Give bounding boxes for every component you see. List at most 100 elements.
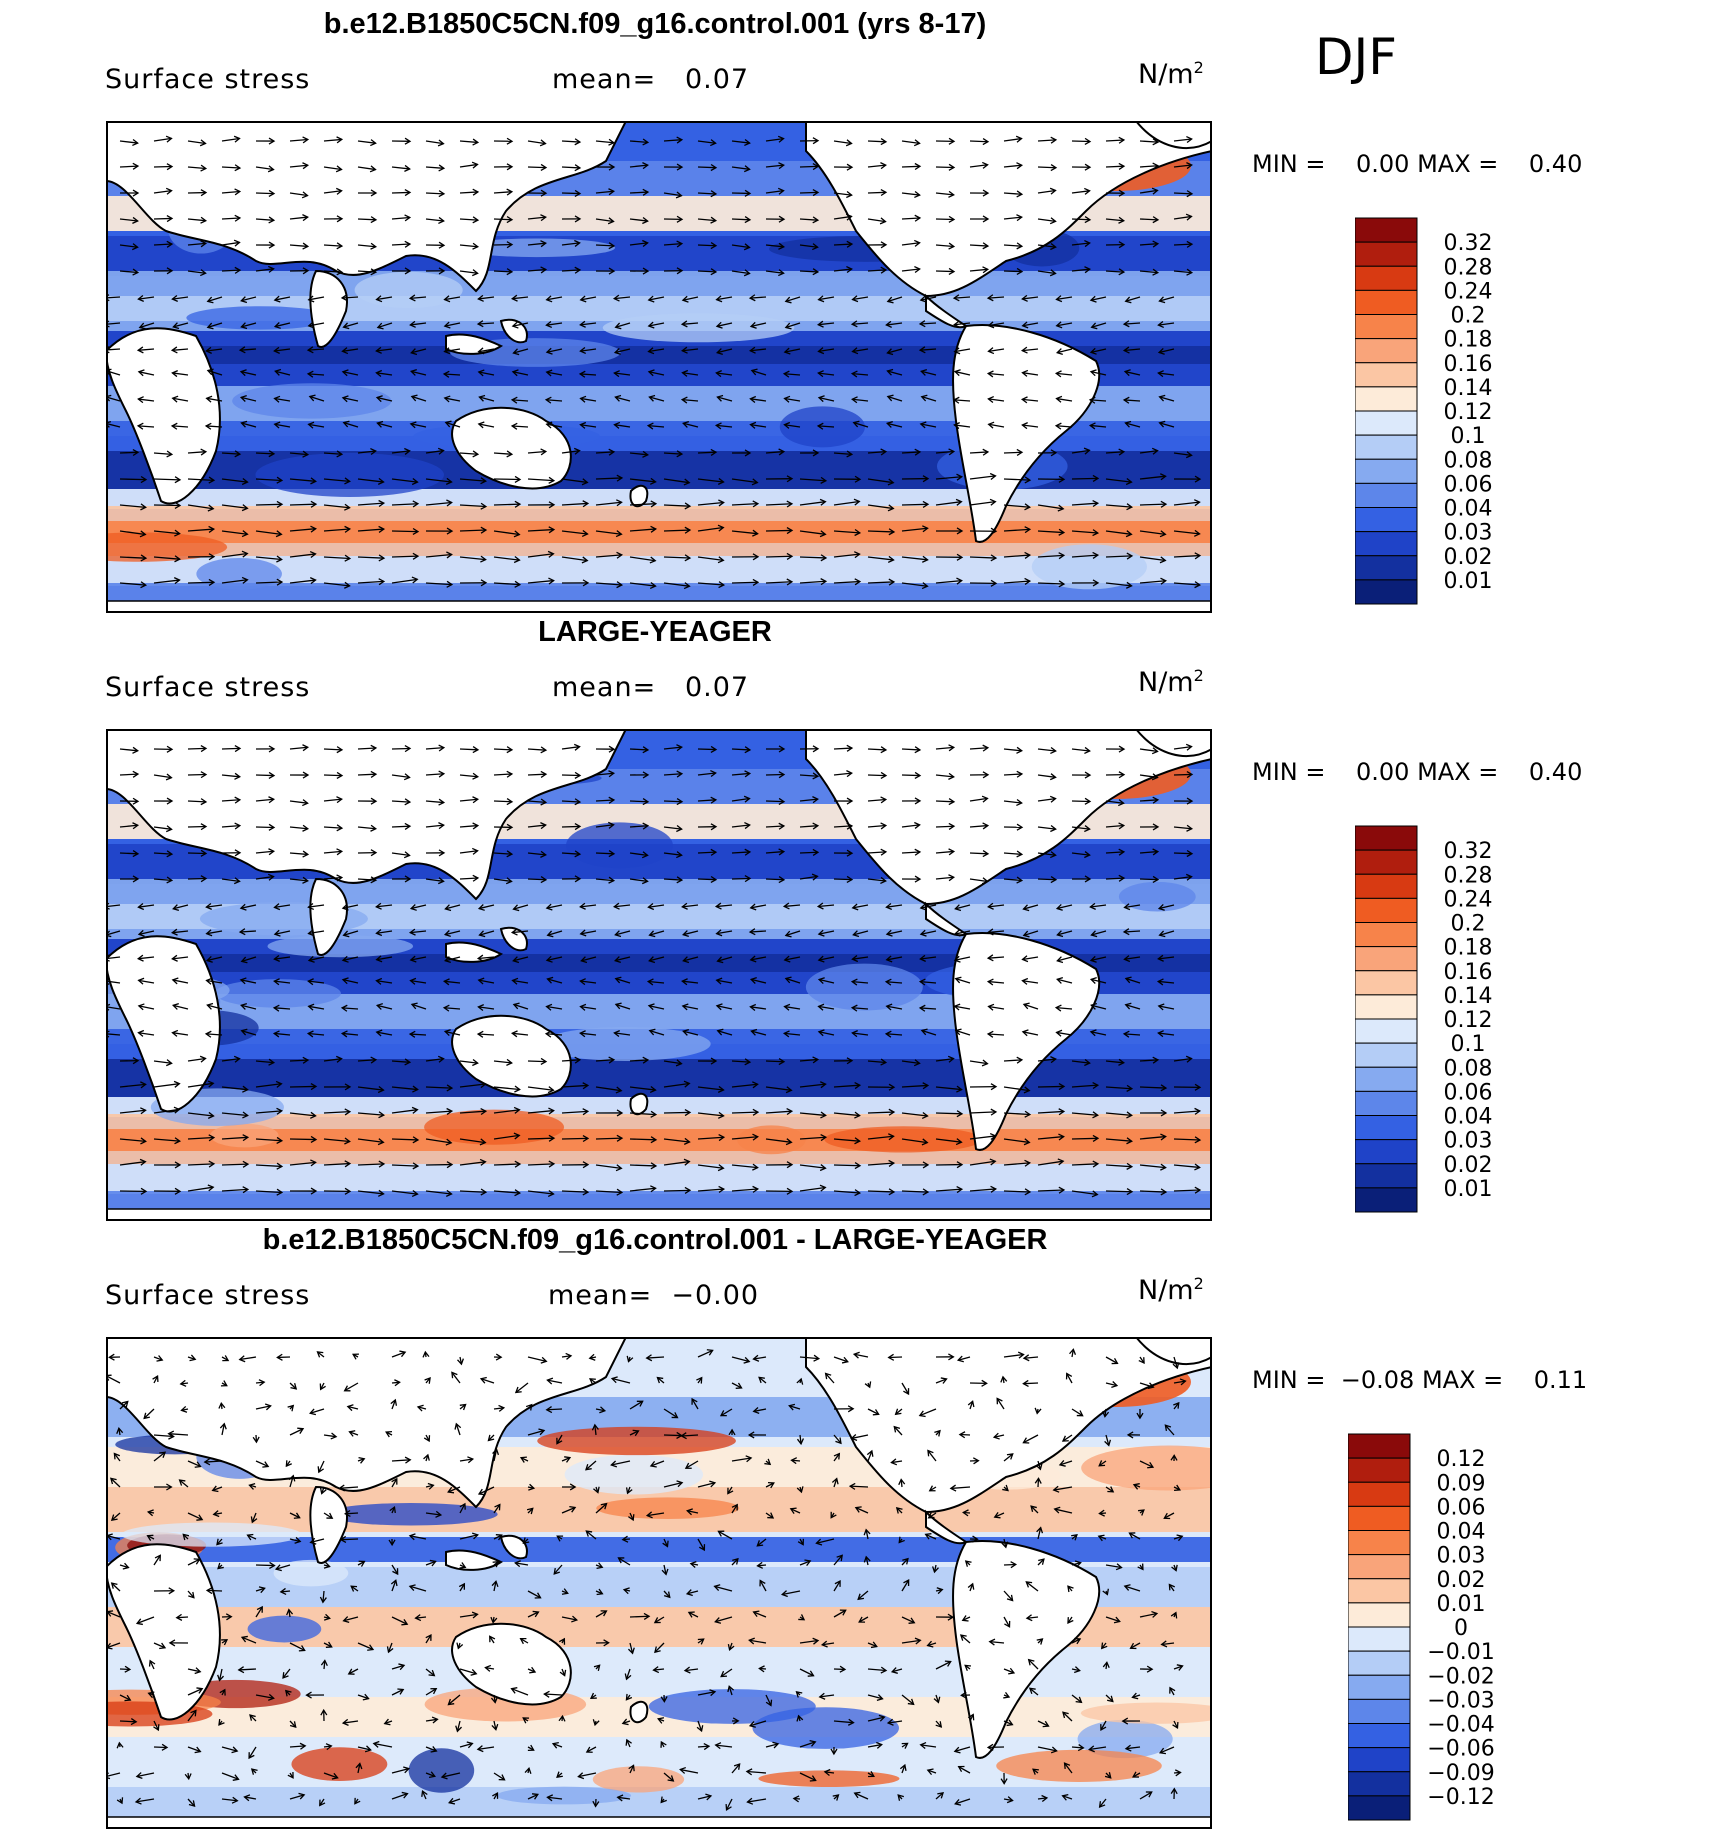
wind-vector <box>358 219 376 220</box>
panel-title: b.e12.B1850C5CN.f09_g16.control.001 (yrs… <box>0 8 1310 41</box>
colorbar-swatch <box>1355 483 1417 507</box>
colorbar-swatch <box>1355 218 1417 242</box>
max-value: 0.40 <box>1529 150 1582 178</box>
wind-vector <box>494 219 512 220</box>
wind-vector <box>630 749 648 750</box>
wind-vector <box>630 1139 656 1140</box>
colorbar-swatch <box>1348 1603 1410 1627</box>
wind-vector <box>188 801 206 802</box>
colorbar-label: 0.06 <box>1437 1495 1486 1520</box>
stress-patch <box>565 1455 704 1495</box>
land-mass <box>630 1702 647 1722</box>
stress-patch <box>291 1747 387 1781</box>
wind-vector <box>630 801 648 802</box>
wind-vector <box>392 748 410 749</box>
colorbar-swatch <box>1355 850 1417 874</box>
wind-vector <box>392 192 410 193</box>
colorbar-label: 0.09 <box>1437 1471 1486 1496</box>
wind-vector <box>392 826 410 827</box>
wind-vector <box>222 748 240 749</box>
colorbar-swatch <box>1348 1434 1410 1458</box>
wind-vector <box>1072 141 1090 142</box>
wind-vector <box>528 879 546 880</box>
wind-vector <box>800 166 818 167</box>
mean-value: −0.00 <box>671 1280 759 1311</box>
colorbar-label: −0.09 <box>1427 1761 1494 1786</box>
colorbar-swatch <box>1348 1796 1410 1820</box>
wind-vector <box>392 531 418 532</box>
colorbar-swatch <box>1348 1651 1410 1675</box>
colorbar-label: −0.02 <box>1427 1664 1494 1689</box>
wind-vector <box>1140 219 1158 220</box>
colorbar-swatch <box>1355 387 1417 411</box>
wind-vector <box>256 504 282 505</box>
panel-large-yeager: LARGE-YEAGER Surface stress mean= 0.07 N… <box>0 616 1710 1224</box>
colorbar-label: 0.14 <box>1444 984 1493 1009</box>
stress-patch <box>255 453 444 497</box>
wind-vector <box>256 193 274 194</box>
wind-vector <box>1023 1383 1038 1384</box>
colorbar-label: −0.12 <box>1427 1785 1494 1810</box>
wind-vector <box>188 774 206 775</box>
colorbar-swatch <box>1348 1699 1410 1723</box>
colorbar-label: 0.02 <box>1444 1153 1493 1178</box>
wind-vector <box>154 479 180 480</box>
max-label: MAX = <box>1422 1366 1503 1394</box>
variable-label: Surface stress <box>105 64 310 95</box>
wind-vector <box>800 192 818 193</box>
colorbar-label: 0.04 <box>1444 1105 1493 1130</box>
wind-vector <box>596 245 614 246</box>
wind-vector <box>120 853 138 854</box>
wind-vector <box>800 852 818 853</box>
wind-vector <box>698 245 716 246</box>
mean-readout: mean= 0.07 <box>552 64 749 95</box>
colorbar-swatch <box>1355 508 1417 532</box>
wind-vector <box>120 479 146 480</box>
wind-vector <box>528 1061 546 1062</box>
wind-vector <box>256 775 274 776</box>
colorbar-swatch <box>1355 898 1417 922</box>
wind-vector <box>188 826 206 827</box>
colorbar-label: −0.04 <box>1427 1713 1494 1738</box>
colorbar-label: 0.01 <box>1444 1177 1493 1202</box>
min-label: MIN = <box>1252 1366 1325 1394</box>
wind-vector <box>494 504 520 505</box>
stress-patch <box>355 272 463 308</box>
colorbar-swatch <box>1355 435 1417 459</box>
colorbar-label: 0.2 <box>1451 304 1486 329</box>
wind-vector <box>547 1409 562 1410</box>
units-text: N/m <box>1138 59 1194 90</box>
colorbar-label: 0.32 <box>1444 231 1493 256</box>
wind-vector <box>188 582 214 583</box>
mean-label: mean= <box>552 64 656 95</box>
colorbar-label: 0 <box>1454 1616 1468 1641</box>
wind-vector <box>630 192 648 193</box>
wind-vector <box>850 1486 868 1487</box>
wind-vector <box>120 1721 136 1722</box>
mean-label: mean= <box>552 672 656 703</box>
units-text: N/m <box>1138 1275 1194 1306</box>
stress-patch <box>566 822 673 868</box>
colorbar-swatch <box>1355 971 1417 995</box>
wind-vector <box>868 775 886 776</box>
wind-vector <box>1140 879 1158 880</box>
colorbar-swatch <box>1355 1067 1417 1091</box>
colorbar-swatch <box>1355 459 1417 483</box>
wind-vector <box>120 774 138 775</box>
mean-value: 0.07 <box>685 64 749 95</box>
wind-vector <box>1004 271 1022 272</box>
colorbar-swatch <box>1355 1116 1417 1140</box>
wind-vector <box>698 271 716 272</box>
wind-vector <box>562 1138 588 1139</box>
wind-vector <box>596 1138 622 1139</box>
colorbar-label: 0.14 <box>1444 376 1493 401</box>
min-label: MIN = <box>1252 150 1325 178</box>
land-mass <box>630 486 647 506</box>
wind-vector <box>494 749 512 750</box>
colorbar-label: 0.18 <box>1444 328 1493 353</box>
wind-vector <box>324 775 342 776</box>
colorbar-label: 0.12 <box>1444 400 1493 425</box>
wind-vector <box>290 1139 316 1140</box>
wind-vector <box>222 270 240 271</box>
